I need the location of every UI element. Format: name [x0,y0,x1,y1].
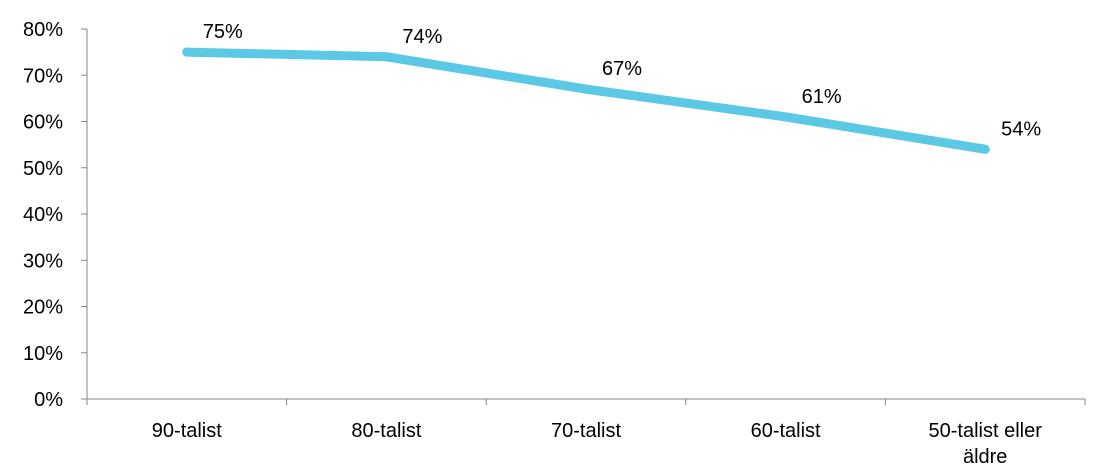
x-category-label: 60-talist [751,420,821,442]
x-category-label-line: 90-talist [152,420,222,442]
x-axis: 90-talist 80-talist 70-talist 60-talist 50-t… [86,398,1086,466]
y-tick-label: 30% [23,250,63,272]
y-tick-label: 10% [23,343,63,365]
data-point [581,84,591,94]
data-point [182,47,192,57]
data-label: 67% [602,58,642,80]
data-label: 74% [402,26,442,48]
data-labels: 75% 74% 67% 61% 54% [203,21,1042,140]
data-point [781,112,791,122]
y-axis: 0% 10% 20% 30% 40% 50% 60% 70% 80% [23,19,88,411]
x-category-label-line: äldre [963,446,1007,466]
x-category-label-line: 70-talist [551,420,621,442]
data-label: 54% [1001,118,1041,140]
y-tick-label: 70% [23,65,63,87]
x-category-label: 90-talist [152,420,222,442]
y-tick-label: 0% [34,389,63,411]
series-line [182,47,990,154]
y-tick-label: 40% [23,204,63,226]
x-category-label-line: 60-talist [751,420,821,442]
y-tick-label: 50% [23,158,63,180]
x-category-label: 80-talist [351,420,421,442]
data-point [980,144,990,154]
x-category-label: 50-talist eller äldre [929,420,1043,466]
y-tick-label: 80% [23,19,63,41]
x-category-label-line: 80-talist [351,420,421,442]
x-category-label: 70-talist [551,420,621,442]
y-tick-label: 60% [23,112,63,134]
series-line-group [182,47,990,154]
data-point [381,52,391,62]
data-label: 61% [802,86,842,108]
data-label: 75% [203,21,243,43]
x-category-label-line: 50-talist eller [929,420,1043,442]
y-tick-label: 20% [23,297,63,319]
